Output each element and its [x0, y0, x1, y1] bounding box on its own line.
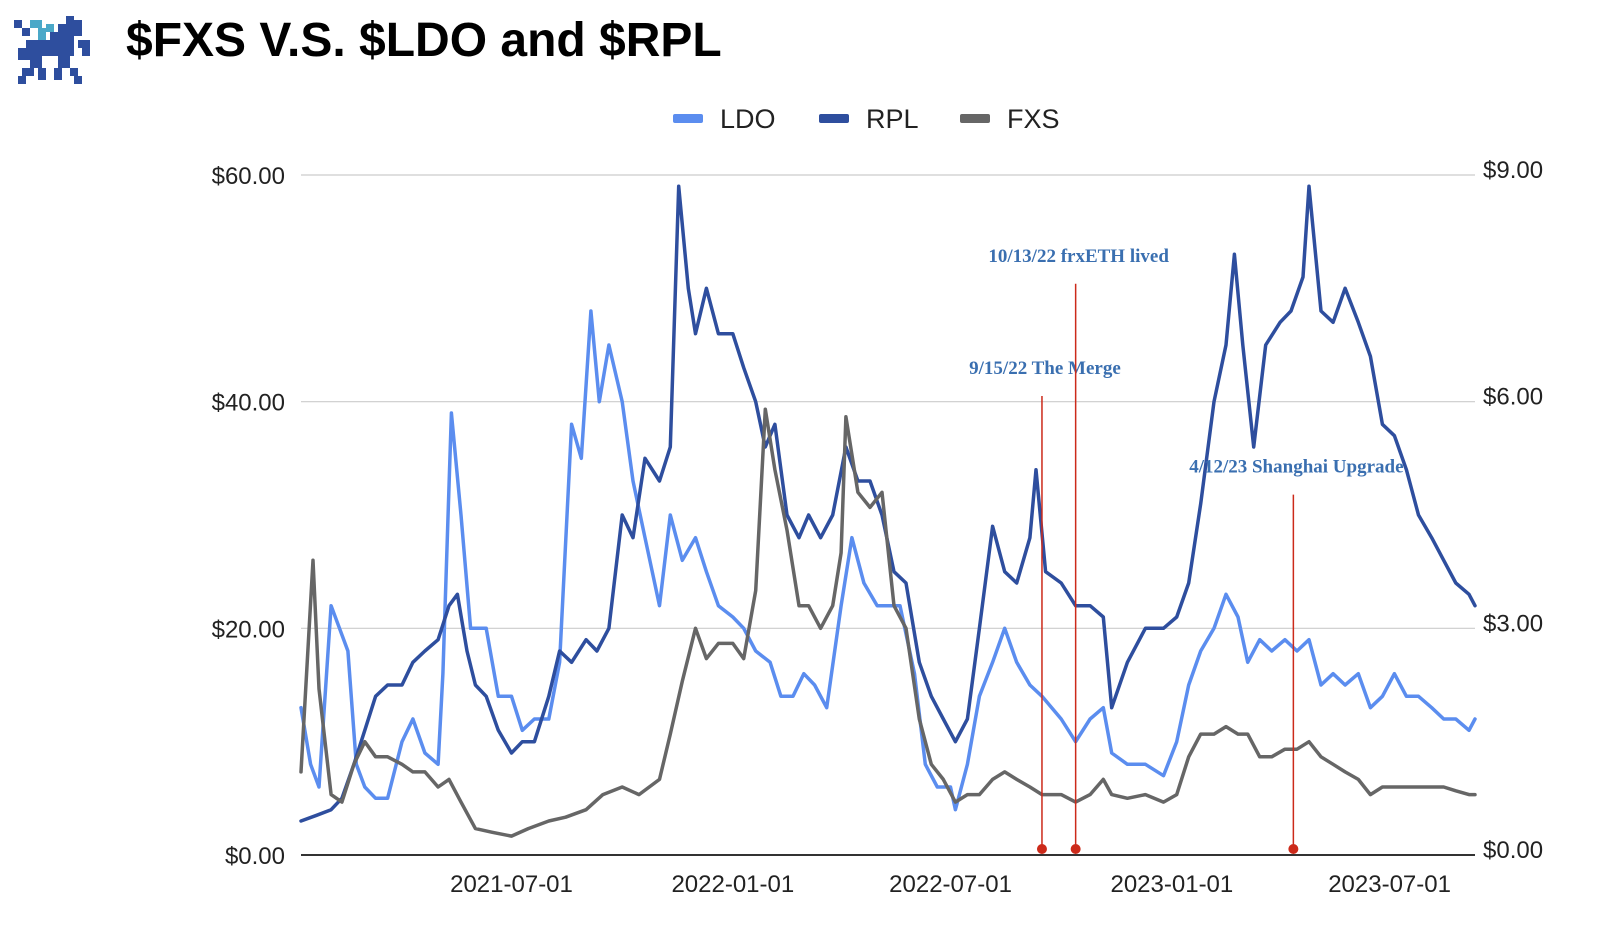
x-tick-label: 2021-07-01 — [450, 871, 573, 898]
legend-swatch-rpl — [819, 114, 849, 123]
annotation-dot — [1036, 844, 1047, 854]
y-right-tick-label: $6.00 — [1483, 384, 1543, 411]
y-left-tick-label: $20.00 — [212, 616, 285, 643]
x-tick-label: 2022-07-01 — [889, 871, 1012, 898]
legend-label-rpl: RPL — [866, 104, 919, 134]
annotation-dot — [1070, 844, 1081, 854]
annotation-label: 10/13/22 frxETH lived — [988, 246, 1169, 267]
legend-label-ldo: LDO — [720, 104, 776, 134]
legend-swatch-fxs — [960, 114, 990, 123]
y-right-tick-label: $9.00 — [1483, 157, 1543, 184]
series-line-rpl — [299, 184, 1477, 823]
y-left-tick-label: $60.00 — [212, 163, 285, 190]
y-left-tick-label: $40.00 — [212, 390, 285, 417]
x-tick-label: 2023-07-01 — [1328, 871, 1451, 898]
series-line-fxs — [299, 407, 1477, 838]
annotation-dot — [1288, 844, 1299, 854]
x-tick-label: 2023-01-01 — [1110, 871, 1233, 898]
pixel-griffin-logo-icon — [10, 12, 98, 92]
y-right-tick-label: $3.00 — [1483, 610, 1543, 637]
y-right-tick-label: $0.00 — [1483, 837, 1543, 864]
annotation-label: 9/15/22 The Merge — [969, 358, 1121, 379]
page-title: $FXS V.S. $LDO and $RPL — [126, 14, 722, 67]
series-line-ldo — [299, 309, 1477, 812]
annotation-label: 4/12/23 Shanghai Upgrade — [1189, 457, 1403, 478]
logo-svg — [14, 16, 90, 84]
y-left-tick-label: $0.00 — [225, 843, 285, 870]
legend-label-fxs: FXS — [1007, 104, 1060, 134]
x-tick-label: 2022-01-01 — [671, 871, 794, 898]
legend-swatch-ldo — [673, 114, 703, 123]
